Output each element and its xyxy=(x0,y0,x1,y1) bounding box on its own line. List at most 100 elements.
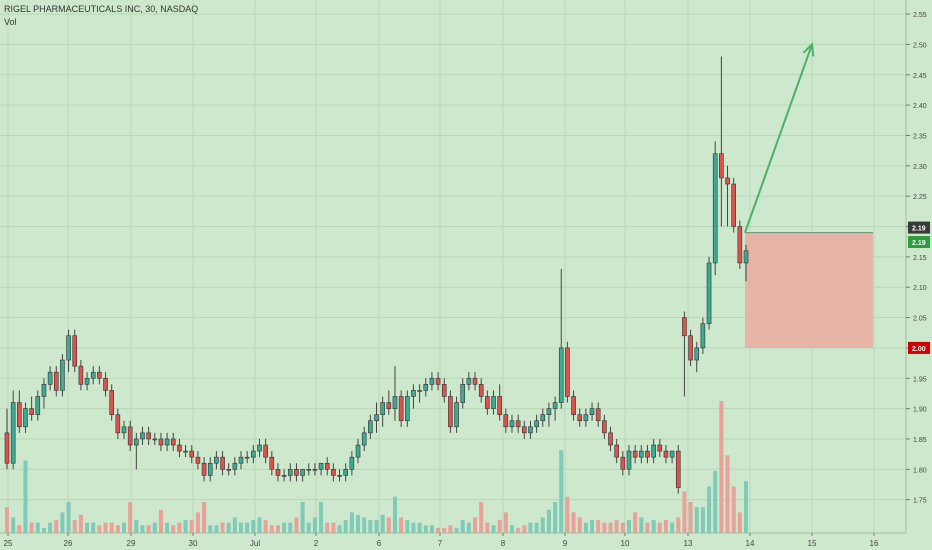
candle-body xyxy=(66,335,71,361)
candle-body xyxy=(97,371,102,379)
candle-body xyxy=(29,408,34,415)
candle-body xyxy=(17,402,22,428)
volume-bar xyxy=(239,522,244,533)
candle-body xyxy=(201,462,207,476)
candle-body xyxy=(478,384,484,397)
candle-body xyxy=(361,432,367,446)
volume-bar xyxy=(743,481,749,533)
volume-bar xyxy=(596,520,601,533)
candle-body xyxy=(214,456,219,464)
candle-body xyxy=(485,396,490,409)
symbol-title: RIGEL PHARMACEUTICALS INC, 30, NASDAQ xyxy=(4,4,199,14)
volume-bar xyxy=(725,455,730,533)
volume-bar xyxy=(509,525,514,533)
candle-body xyxy=(534,420,539,428)
volume-bar xyxy=(85,522,90,533)
volume-bar xyxy=(208,525,213,533)
candle-body xyxy=(152,438,158,441)
volume-bar xyxy=(663,520,668,533)
volume-bar xyxy=(460,520,465,533)
volume-bar xyxy=(411,522,416,533)
volume-bar xyxy=(158,509,163,533)
volume-bar xyxy=(134,520,139,533)
y-tick-label: 2.25 xyxy=(913,194,927,201)
volume-bar xyxy=(189,520,194,533)
volume-bar xyxy=(269,525,274,533)
candle-body xyxy=(78,365,84,385)
volume-bar xyxy=(534,522,539,533)
volume-bar xyxy=(331,522,336,533)
candle-body xyxy=(515,420,521,428)
candle-body xyxy=(10,402,16,464)
volume-bar xyxy=(337,525,342,533)
y-tick-label: 2.30 xyxy=(913,164,927,171)
volume-bar xyxy=(11,517,16,533)
volume-bar xyxy=(109,522,114,533)
volume-bar xyxy=(553,501,558,533)
volume-bar xyxy=(288,522,293,533)
candle-body xyxy=(589,408,595,415)
y-tick-label: 1.95 xyxy=(913,376,927,383)
volume-bar xyxy=(657,522,662,533)
x-tick-label: 2 xyxy=(314,539,319,548)
y-tick-label: 1.75 xyxy=(913,498,927,505)
candle-body xyxy=(552,402,558,409)
volume-bar xyxy=(103,522,108,533)
volume-bar xyxy=(417,522,422,533)
volume-bar xyxy=(608,522,613,533)
y-tick-label: 2.45 xyxy=(913,73,927,80)
candle-body xyxy=(651,444,656,458)
volume-bar xyxy=(66,501,71,533)
x-tick-label: 29 xyxy=(127,539,136,548)
volume-bar xyxy=(473,517,478,533)
volume-bar xyxy=(78,514,83,533)
volume-bar xyxy=(91,522,96,533)
volume-bar xyxy=(343,520,348,533)
volume-bar xyxy=(497,520,502,533)
candle-body xyxy=(368,420,373,434)
y-tick-label: 1.80 xyxy=(913,467,927,474)
volume-bar xyxy=(220,522,225,533)
x-tick-label: 8 xyxy=(501,539,506,548)
volume-bars xyxy=(4,401,749,533)
volume-bar xyxy=(516,527,521,533)
volume-bar xyxy=(633,512,638,533)
candle-body xyxy=(275,469,281,476)
candle-body xyxy=(281,475,287,477)
volume-bar xyxy=(226,522,231,533)
volume-bar xyxy=(713,470,718,533)
candle-body xyxy=(700,323,706,349)
candle-body xyxy=(725,177,730,185)
volume-bar xyxy=(466,522,471,533)
price-tag-target xyxy=(908,236,930,249)
candle-body xyxy=(429,377,435,385)
volume-bar xyxy=(602,522,607,533)
candle-body xyxy=(312,469,318,471)
candle-body xyxy=(140,432,145,440)
volume-bar xyxy=(177,522,182,533)
y-tick-label: 1.90 xyxy=(913,407,927,414)
candle-body xyxy=(109,390,114,415)
candle-body xyxy=(183,450,188,453)
candle-body xyxy=(583,414,589,422)
volume-bar xyxy=(275,525,280,533)
volume-bar xyxy=(719,401,724,533)
candle-body xyxy=(84,377,90,385)
candle-body xyxy=(423,384,429,391)
candle-body xyxy=(669,450,675,458)
price-tag-last xyxy=(908,221,930,234)
volume-bar xyxy=(590,520,595,533)
volume-bar xyxy=(257,517,262,533)
y-tick-label: 2.50 xyxy=(913,42,927,49)
volume-bar xyxy=(356,514,361,533)
volume-bar xyxy=(546,509,551,533)
volume-bar xyxy=(115,525,120,533)
volume-bar xyxy=(540,517,545,533)
volume-bar xyxy=(528,522,533,533)
candle-body xyxy=(146,432,151,440)
candle-body xyxy=(521,426,527,434)
volume-bar xyxy=(522,525,527,533)
candle-body xyxy=(712,153,718,264)
